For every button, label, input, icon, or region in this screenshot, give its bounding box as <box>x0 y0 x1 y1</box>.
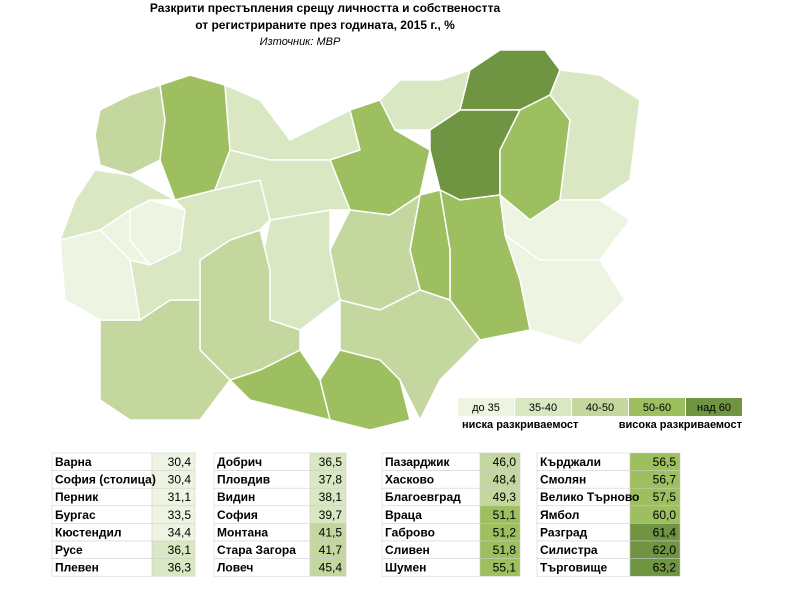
region-value: 56,5 <box>653 455 677 469</box>
region-value: 31,1 <box>168 490 192 504</box>
region-value: 45,4 <box>319 561 343 575</box>
title: Разкрити престъпления срещу личността и … <box>150 1 501 15</box>
region-value: 60,0 <box>653 508 677 522</box>
region-value: 48,4 <box>493 473 517 487</box>
region-name: Пловдив <box>217 473 270 487</box>
legend-high: висока разкриваемост <box>619 419 743 431</box>
region-value: 61,4 <box>653 525 677 539</box>
value-cell <box>151 558 196 577</box>
value-cell <box>629 558 681 577</box>
region <box>224 83 361 161</box>
title: от регистрираните през годината, 2015 г.… <box>195 18 455 32</box>
legend-label: над 60 <box>697 402 731 414</box>
legend-swatch <box>458 398 514 416</box>
region-name: Благоевград <box>385 490 461 504</box>
region-value: 57,5 <box>653 490 677 504</box>
region-value: 62,0 <box>653 543 677 557</box>
region-name: Бургас <box>55 508 96 522</box>
value-cell <box>309 558 347 577</box>
region <box>94 84 166 176</box>
region-value: 38,1 <box>319 490 343 504</box>
region <box>213 149 352 221</box>
region <box>259 209 341 331</box>
region-value: 34,4 <box>168 525 192 539</box>
region-value: 49,3 <box>493 490 517 504</box>
region <box>549 69 641 201</box>
region-value: 51,1 <box>493 508 517 522</box>
region-name: Варна <box>55 455 92 469</box>
legend-swatch <box>515 398 571 416</box>
region-name: София <box>217 508 258 522</box>
region-name: Перник <box>55 490 99 504</box>
map <box>58 49 641 431</box>
value-cell <box>479 558 521 577</box>
region-name: Силистра <box>540 543 598 557</box>
region-name: Шумен <box>385 561 426 575</box>
region-value: 63,2 <box>653 561 677 575</box>
legend: до 35 35-40 40-50 50-60 над 60 <box>458 398 742 416</box>
region-name: Кърджали <box>540 455 601 469</box>
legend-label: до 35 <box>472 402 500 414</box>
region-name: Смолян <box>540 473 586 487</box>
region-name: Велико Търново <box>540 490 639 504</box>
region-value: 51,2 <box>493 525 517 539</box>
legend-low: ниска разкриваемост <box>462 419 579 431</box>
region-value: 55,1 <box>493 561 517 575</box>
region-name: Добрич <box>217 455 262 469</box>
region-value: 39,7 <box>319 508 343 522</box>
legend-swatch <box>572 398 628 416</box>
legend-label: 40-50 <box>586 402 614 414</box>
region-name: Стара Загора <box>217 543 296 557</box>
region-value: 41,5 <box>319 525 343 539</box>
region-name: Ямбол <box>540 508 579 522</box>
region <box>58 169 178 242</box>
legend-swatch <box>629 398 685 416</box>
region-name: Русе <box>55 543 83 557</box>
region-name: Ловеч <box>217 561 253 575</box>
region-name: Габрово <box>385 525 435 539</box>
region-name: Сливен <box>385 543 430 557</box>
region-value: 56,7 <box>653 473 677 487</box>
region-name: Плевен <box>55 561 99 575</box>
region-name: София (столица) <box>55 473 156 487</box>
region-value: 37,8 <box>319 473 343 487</box>
region-name: Разград <box>540 525 588 539</box>
region-name: Кюстендил <box>55 525 122 539</box>
region-name: Враца <box>385 508 422 522</box>
region-name: Монтана <box>217 525 268 539</box>
region-value: 36,1 <box>168 543 192 557</box>
region-name: Видин <box>217 490 255 504</box>
region-value: 33,5 <box>168 508 192 522</box>
region-value: 51,8 <box>493 543 517 557</box>
region-value: 41,7 <box>319 543 343 557</box>
region-name: Хасково <box>385 473 434 487</box>
legend-label: 35-40 <box>529 402 557 414</box>
region-value: 46,0 <box>493 455 517 469</box>
region-value: 36,5 <box>319 455 343 469</box>
table: Варна 30,4 София (столица) 30,4 Перник 31,1 Бу… <box>51 452 681 577</box>
legend-label: 50-60 <box>643 402 671 414</box>
legend-swatch <box>686 398 742 416</box>
region-value: 30,4 <box>168 455 192 469</box>
region-value: 30,4 <box>168 473 192 487</box>
source: Източник: МВР <box>260 36 341 48</box>
region-value: 36,3 <box>168 561 192 575</box>
region-name: Търговище <box>540 561 607 575</box>
region-name: Пазарджик <box>385 455 450 469</box>
